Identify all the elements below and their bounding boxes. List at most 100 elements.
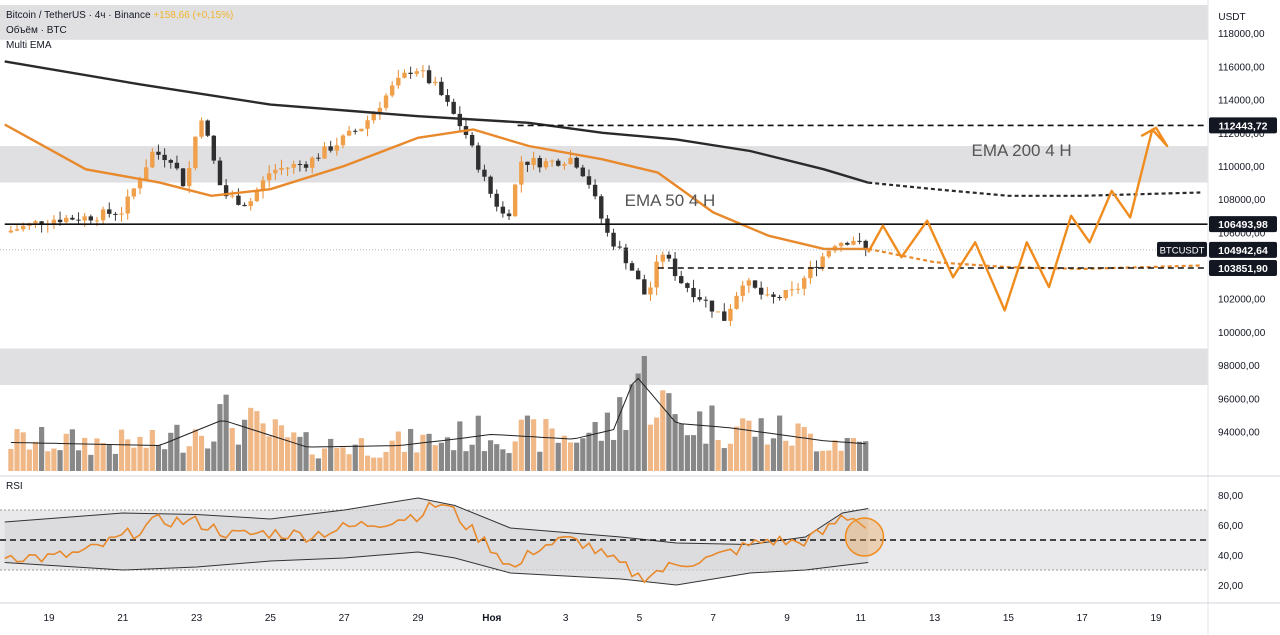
price-tag-bg	[1209, 241, 1277, 258]
candle-body	[685, 283, 690, 288]
volume-bar	[795, 423, 801, 471]
volume-bar	[604, 412, 611, 471]
time-tick-label: 13	[929, 613, 941, 624]
candle-body	[125, 196, 130, 214]
candle-body	[777, 296, 782, 299]
time-tick-label: 17	[1077, 613, 1089, 624]
candle-body	[629, 263, 635, 271]
volume-bar	[660, 390, 666, 471]
volume-bar	[217, 404, 223, 471]
candle-body	[451, 101, 456, 114]
volume-bar	[420, 434, 426, 471]
rsi-line[interactable]	[4, 501, 867, 584]
volume-ma-line	[10, 377, 866, 448]
candle-body	[433, 81, 438, 84]
candle-body	[592, 184, 598, 197]
candle-body	[703, 299, 709, 301]
candle-body	[187, 168, 192, 187]
price-tag[interactable]: 106493,98	[1218, 219, 1268, 231]
volume-bar	[205, 448, 211, 471]
forecast-zigzag[interactable]	[867, 126, 1169, 312]
volume-bar	[106, 444, 112, 471]
volume-bar	[229, 427, 235, 471]
volume-bar	[389, 440, 395, 471]
price-tick-label: 102000,00	[1218, 295, 1266, 306]
volume-bar	[813, 451, 820, 471]
volume-bar	[703, 443, 709, 471]
volume-bar	[39, 426, 45, 471]
volume-bar	[315, 458, 321, 471]
candle-body	[728, 308, 733, 321]
candlesticks	[8, 65, 868, 326]
volume-bar	[752, 436, 758, 471]
volume-bar	[328, 438, 334, 471]
volume-bar	[727, 443, 734, 471]
ema50-annotation: EMA 50 4 H	[625, 191, 716, 210]
volume-bar	[248, 407, 254, 471]
candle-body	[20, 225, 26, 230]
ema200-projection	[868, 181, 1201, 197]
volume-bar	[740, 418, 746, 471]
candle-body	[623, 247, 629, 264]
price-tick-label: 118000,00	[1218, 29, 1265, 40]
candle-body	[666, 254, 672, 259]
candle-body	[709, 300, 715, 312]
ema50-line[interactable]	[4, 123, 869, 251]
time-tick-label: 5	[637, 613, 643, 624]
volume-bar	[672, 414, 678, 471]
volume-bar	[272, 419, 278, 471]
volume-bar	[537, 451, 543, 471]
candle-body	[599, 196, 604, 219]
candle-body	[851, 240, 856, 245]
currency-label[interactable]: USDT	[1218, 12, 1245, 23]
rsi-title[interactable]: RSI	[6, 481, 23, 492]
volume-legend[interactable]: Объём · BTC	[6, 25, 67, 36]
time-tick-label: 21	[117, 613, 129, 624]
price-tag[interactable]: 104942,64	[1218, 245, 1268, 257]
candle-body	[808, 266, 813, 279]
symbol-header[interactable]: Bitcoin / TetherUS · 4ч · Binance +158,6…	[6, 9, 233, 22]
candle-body	[303, 164, 309, 168]
volume-bar	[844, 437, 850, 471]
volume-bar	[180, 452, 186, 471]
time-tick-label: 15	[1003, 613, 1015, 624]
volume-bar	[690, 435, 697, 471]
candle-body	[494, 193, 499, 207]
volume-bar	[487, 440, 494, 471]
candle-body	[734, 295, 739, 309]
volume-bar	[20, 432, 26, 471]
candle-body	[469, 134, 475, 146]
volume-bar	[555, 442, 561, 471]
candle-body	[254, 190, 260, 202]
rsi-highlight-circle	[844, 517, 885, 557]
ema-legend[interactable]: Multi EMA	[6, 40, 52, 51]
price-tag[interactable]: 112443,72	[1218, 120, 1267, 132]
volume-bar	[512, 441, 518, 471]
volume-bar	[14, 429, 20, 471]
candle-body	[365, 120, 370, 129]
candle-body	[291, 164, 296, 168]
zone-2	[0, 348, 1208, 386]
candle-body	[353, 130, 358, 132]
volume-bar	[198, 435, 205, 471]
candle-body	[33, 221, 38, 224]
candle-body	[826, 250, 832, 257]
volume-bar	[254, 411, 260, 471]
zone-1	[0, 146, 1208, 183]
candle-body	[802, 278, 807, 289]
ema200-line[interactable]	[4, 60, 869, 184]
candle-body	[679, 276, 684, 284]
volume-bar	[770, 438, 777, 471]
volume-bar	[807, 433, 813, 471]
volume-bar	[567, 442, 574, 471]
volume-bar	[500, 449, 506, 471]
candle-body	[722, 311, 727, 321]
time-tick-label: 9	[784, 613, 790, 624]
volume-bar	[321, 448, 328, 471]
volume-bar	[112, 453, 119, 471]
price-tick-label: 94000,00	[1218, 428, 1260, 439]
price-tag[interactable]: 103851,90	[1218, 263, 1268, 275]
volume-bar	[358, 438, 365, 471]
volume-bar	[444, 437, 451, 471]
